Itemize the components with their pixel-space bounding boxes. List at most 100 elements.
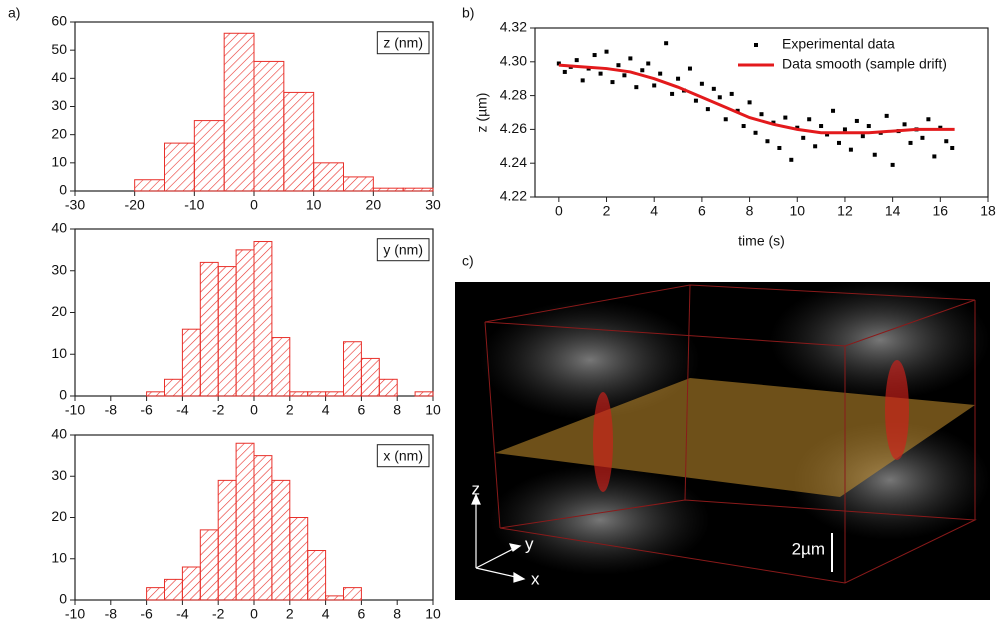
- data-point: [640, 68, 645, 73]
- data-point: [610, 80, 615, 85]
- legend-marker: [754, 43, 758, 47]
- histogram-bar: [199, 261, 219, 397]
- panel-label: c): [462, 253, 474, 269]
- histogram-bar: [360, 357, 380, 397]
- histogram-bar: [217, 479, 237, 601]
- x-tick-label: 10: [306, 197, 322, 213]
- data-point: [729, 91, 734, 96]
- histogram-bar: [372, 187, 404, 192]
- histogram-bar: [289, 391, 309, 397]
- histogram-bar: [402, 187, 434, 192]
- histogram-bar: [325, 391, 345, 397]
- data-point: [831, 108, 836, 113]
- data-point: [562, 69, 567, 74]
- data-point: [735, 108, 740, 113]
- x-tick-label: -8: [105, 402, 118, 418]
- y-tick-label: 4.24: [500, 154, 527, 170]
- histogram-bar: [271, 479, 291, 601]
- smooth-line: [558, 63, 955, 135]
- x-tick-label: 4: [322, 402, 330, 418]
- x-tick-label: -4: [176, 402, 189, 418]
- x-tick-label: 18: [980, 203, 996, 219]
- data-point: [580, 78, 585, 83]
- data-point: [646, 61, 651, 66]
- y-tick-label: 4.30: [500, 53, 527, 69]
- histogram-bar: [199, 529, 219, 601]
- data-point: [944, 139, 949, 144]
- histogram-bar: [134, 179, 166, 192]
- y-tick-label: 20: [51, 508, 67, 524]
- histogram-bar: [283, 91, 315, 192]
- x-tick-label: 4: [650, 203, 658, 219]
- data-point: [825, 132, 830, 137]
- histogram-bar: [193, 120, 225, 192]
- y-tick-label: 0: [59, 591, 67, 607]
- data-point: [598, 71, 603, 76]
- data-point: [842, 127, 847, 132]
- data-point: [872, 152, 877, 157]
- histogram-bar: [414, 391, 434, 397]
- y-tick-label: 20: [51, 125, 67, 141]
- histogram-bar: [253, 455, 273, 601]
- x-tick-label: 4: [322, 606, 330, 622]
- y-tick-label: 10: [51, 549, 67, 565]
- data-point: [717, 95, 722, 100]
- data-point: [854, 118, 859, 123]
- x-tick-label: 2: [286, 606, 294, 622]
- panel-label: a): [8, 5, 20, 21]
- histogram-bar: [181, 328, 201, 397]
- y-tick-label: 10: [51, 154, 67, 170]
- data-point: [932, 154, 937, 159]
- series-label: x (nm): [383, 448, 423, 464]
- x-tick-label: 0: [250, 402, 258, 418]
- legend-label: Experimental data: [782, 36, 895, 52]
- data-point: [902, 122, 907, 127]
- legend-label: Data smooth (sample drift): [782, 56, 947, 72]
- histogram-bar: [164, 142, 195, 192]
- y-tick-label: 40: [51, 220, 67, 236]
- x-tick-label: -30: [65, 197, 85, 213]
- data-point: [777, 145, 782, 150]
- series-label-box: [376, 444, 430, 468]
- data-point: [711, 86, 716, 91]
- x-tick-label: -6: [140, 606, 153, 622]
- axis-label-3d: x: [531, 569, 540, 588]
- x-tick-label: -10: [184, 197, 204, 213]
- histogram-bar: [181, 566, 201, 601]
- scale-bar-label: 2µm: [792, 539, 825, 558]
- y-tick-label: 20: [51, 303, 67, 319]
- y-tick-label: 50: [51, 41, 67, 57]
- data-point: [950, 145, 955, 150]
- x-tick-label: 14: [885, 203, 901, 219]
- data-point: [741, 124, 746, 129]
- data-point: [705, 107, 710, 112]
- x-tick-label: 8: [393, 606, 401, 622]
- histogram-bar: [164, 578, 183, 601]
- histogram-bar: [307, 550, 327, 601]
- x-tick-label: 10: [425, 402, 441, 418]
- data-point: [622, 73, 627, 78]
- x-tick-label: 20: [366, 197, 382, 213]
- data-point: [848, 147, 853, 152]
- data-point: [890, 162, 895, 167]
- data-point: [574, 58, 579, 63]
- x-tick-label: 10: [425, 606, 441, 622]
- x-tick-label: 8: [393, 402, 401, 418]
- data-point: [866, 124, 871, 129]
- histogram-bar: [146, 587, 166, 601]
- data-point: [670, 91, 675, 96]
- x-tick-label: 0: [250, 197, 258, 213]
- y-tick-label: 4.32: [500, 19, 527, 35]
- y-tick-label: 40: [51, 426, 67, 442]
- x-tick-label: 16: [933, 203, 949, 219]
- data-point: [604, 49, 609, 54]
- series-label: z (nm): [383, 35, 423, 51]
- x-tick-label: -6: [140, 402, 153, 418]
- data-point: [938, 125, 943, 130]
- x-tick-label: -4: [176, 606, 189, 622]
- x-axis-label: time (s): [738, 233, 785, 249]
- histogram-bar: [343, 176, 374, 192]
- series-label-box: [376, 31, 430, 55]
- data-point: [813, 144, 818, 149]
- x-tick-label: -2: [212, 606, 225, 622]
